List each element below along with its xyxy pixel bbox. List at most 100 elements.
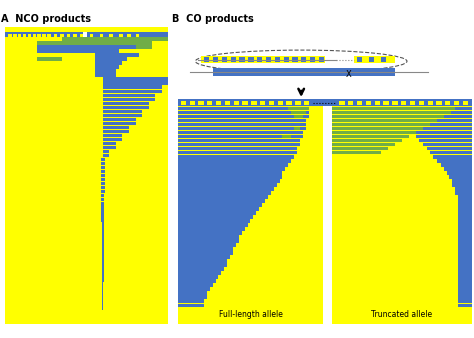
Text: Truncated allele: Truncated allele xyxy=(371,310,432,318)
Bar xyxy=(213,68,395,75)
Bar xyxy=(419,139,472,142)
Bar xyxy=(103,122,136,125)
Bar xyxy=(455,191,472,195)
Bar xyxy=(230,255,323,259)
Bar xyxy=(447,171,472,174)
Bar xyxy=(5,122,168,125)
Bar xyxy=(5,254,168,258)
Bar xyxy=(102,254,104,258)
Bar xyxy=(5,41,168,45)
Bar xyxy=(278,100,283,105)
Bar xyxy=(5,69,168,73)
Bar xyxy=(102,306,103,310)
Bar xyxy=(5,66,168,69)
Bar xyxy=(294,115,303,118)
Bar xyxy=(5,230,168,234)
Bar xyxy=(332,284,458,287)
Bar xyxy=(291,111,306,114)
Bar xyxy=(5,258,168,262)
Bar xyxy=(332,219,458,223)
Bar xyxy=(5,178,168,182)
Bar xyxy=(222,57,227,62)
Bar xyxy=(5,190,168,193)
Bar xyxy=(102,282,103,286)
Bar xyxy=(178,163,288,167)
Bar xyxy=(5,130,168,133)
Bar xyxy=(5,174,168,177)
Bar xyxy=(102,250,104,254)
Bar xyxy=(332,175,449,178)
Bar xyxy=(332,163,441,167)
Bar xyxy=(210,287,323,291)
Bar xyxy=(5,202,168,206)
Bar xyxy=(458,235,472,239)
Bar xyxy=(401,100,406,105)
Bar xyxy=(458,211,472,215)
Bar xyxy=(231,57,236,62)
Bar xyxy=(5,210,168,214)
Bar xyxy=(101,186,105,189)
Bar xyxy=(332,155,433,159)
Bar xyxy=(332,195,458,199)
Bar xyxy=(5,73,168,77)
Bar xyxy=(178,191,271,195)
Bar xyxy=(257,57,263,62)
Bar xyxy=(409,131,472,135)
Bar xyxy=(332,151,430,154)
Bar xyxy=(90,33,93,39)
Bar xyxy=(178,107,309,110)
Bar xyxy=(178,211,256,215)
Bar xyxy=(95,53,139,57)
Bar xyxy=(103,101,149,105)
Bar xyxy=(5,62,168,65)
Bar xyxy=(37,49,119,53)
Bar xyxy=(332,203,458,207)
Bar xyxy=(332,115,371,118)
Bar xyxy=(385,119,472,122)
Bar xyxy=(332,243,458,247)
Bar xyxy=(101,182,105,186)
Bar xyxy=(101,210,104,214)
Bar xyxy=(101,194,104,197)
Bar xyxy=(95,69,116,73)
Bar xyxy=(332,135,409,139)
Bar xyxy=(5,234,168,238)
Bar xyxy=(283,57,289,62)
Bar xyxy=(5,158,168,161)
Bar xyxy=(332,275,458,279)
Bar xyxy=(178,135,303,139)
Bar xyxy=(441,163,472,167)
Bar xyxy=(371,115,472,118)
Bar xyxy=(242,231,323,235)
Bar xyxy=(280,179,323,183)
Bar xyxy=(13,33,17,39)
Bar xyxy=(5,250,168,254)
Bar xyxy=(27,33,31,39)
Bar xyxy=(101,158,105,161)
Bar xyxy=(103,146,116,149)
Bar xyxy=(458,219,472,223)
Bar xyxy=(103,114,142,117)
Bar xyxy=(178,259,227,263)
Bar xyxy=(62,37,168,41)
Bar xyxy=(178,291,207,295)
Bar xyxy=(101,190,105,193)
Bar xyxy=(297,151,323,154)
Bar xyxy=(294,155,323,159)
Bar xyxy=(332,183,452,187)
Bar xyxy=(357,100,362,105)
Bar xyxy=(178,199,265,203)
Bar xyxy=(5,182,168,186)
Bar xyxy=(54,33,57,39)
Bar xyxy=(178,99,472,106)
Bar xyxy=(86,32,90,41)
Bar xyxy=(5,194,168,197)
Bar xyxy=(5,98,168,101)
Text: A  NCO products: A NCO products xyxy=(1,14,91,24)
Bar xyxy=(332,123,395,126)
Bar xyxy=(271,191,323,195)
Bar xyxy=(458,280,472,283)
Bar xyxy=(458,195,472,199)
Bar xyxy=(102,302,103,306)
Bar xyxy=(410,100,415,105)
